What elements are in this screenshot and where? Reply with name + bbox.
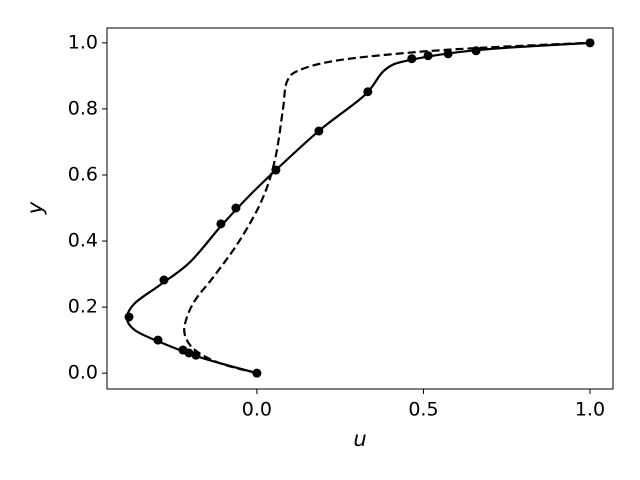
data-point xyxy=(159,275,169,285)
data-point xyxy=(271,165,281,175)
y-tick-label: 1.0 xyxy=(68,31,98,53)
data-point xyxy=(153,335,163,345)
x-tick-label: 1.0 xyxy=(575,399,605,421)
data-point xyxy=(124,312,134,322)
y-tick-label: 0.8 xyxy=(68,97,98,119)
data-point xyxy=(407,54,417,64)
y-axis-label: y xyxy=(23,201,47,215)
x-tick-label: 0.0 xyxy=(242,399,272,421)
y-tick-label: 0.2 xyxy=(68,296,98,318)
data-point xyxy=(471,46,481,56)
data-point xyxy=(423,51,433,61)
line-solid xyxy=(125,41,591,375)
data-point xyxy=(443,49,453,59)
line-dashed xyxy=(183,41,591,375)
data-point xyxy=(363,87,373,97)
y-tick-label: 0.4 xyxy=(68,230,98,252)
data-point xyxy=(585,38,595,48)
y-tick-label: 0.6 xyxy=(68,163,98,185)
data-point xyxy=(191,350,201,360)
data-point xyxy=(314,126,324,136)
data-point xyxy=(216,219,226,229)
y-tick-label: 0.0 xyxy=(68,362,98,384)
data-point xyxy=(252,368,262,378)
x-axis-label: u xyxy=(353,427,366,451)
data-point xyxy=(231,203,241,213)
data-point xyxy=(178,345,188,355)
plot-frame xyxy=(106,27,614,390)
x-tick-label: 0.5 xyxy=(408,399,438,421)
